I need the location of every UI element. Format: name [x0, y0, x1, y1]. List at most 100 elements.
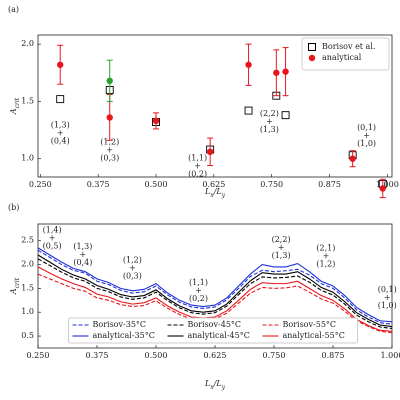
legend-label: Borisov-55°C — [283, 320, 337, 329]
x-tick-label: 0.625 — [202, 180, 225, 189]
annotation: (2,2) — [260, 109, 279, 118]
point — [282, 68, 289, 75]
y-tick-label: 1.5 — [21, 96, 34, 105]
y-axis-label: Acrit — [9, 277, 21, 295]
x-axis-label-part: L — [204, 187, 210, 196]
annotation: (2,2) — [272, 235, 291, 244]
x-axis-label-part: y — [221, 384, 226, 391]
annotation: (2,1) — [316, 243, 335, 252]
point — [106, 77, 113, 85]
annotation: (1,1) — [189, 278, 208, 287]
annotation: + — [129, 263, 136, 272]
annotation: (1,3) — [272, 251, 291, 260]
legend-label: analytical — [322, 53, 362, 62]
annotation: (0,4) — [51, 136, 70, 145]
x-tick-label: 0.500 — [145, 351, 168, 360]
annotation: (0,1) — [357, 123, 376, 132]
point — [152, 117, 160, 125]
annotation: + — [194, 162, 201, 171]
annotation: + — [79, 250, 86, 259]
y-axis-label: Acrit — [9, 97, 21, 115]
y-tick-label: 1.0 — [21, 154, 34, 163]
point — [245, 61, 252, 68]
series-line — [37, 247, 393, 323]
x-tick-label: 0.750 — [263, 351, 286, 360]
x-axis-label-part: y — [221, 192, 226, 199]
annotation: (1,2) — [316, 259, 335, 268]
annotation: + — [384, 293, 391, 302]
point — [106, 114, 113, 121]
legend-marker — [308, 43, 316, 51]
x-axis-label: Lx/Ly — [204, 187, 226, 199]
x-axis-label: Lx/Ly — [204, 379, 226, 391]
annotation: (1,2) — [100, 138, 119, 147]
annotation: (1,1) — [188, 154, 207, 163]
y-tick-label: 1.5 — [21, 283, 34, 292]
y-axis-label-part: crit — [14, 97, 21, 108]
annotation: + — [363, 131, 370, 140]
series-line — [37, 254, 393, 328]
x-tick-label: 0.875 — [322, 351, 345, 360]
annotation: (1,2) — [123, 255, 142, 264]
x-tick-label: 0.500 — [145, 180, 168, 189]
point — [244, 106, 253, 115]
legend-label: Borisov-35°C — [93, 320, 147, 329]
x-tick-label: 0.625 — [204, 351, 227, 360]
plot-frame — [37, 34, 393, 178]
y-tick-label: 1.0 — [21, 307, 34, 316]
annotation: (1,3) — [73, 242, 92, 251]
point — [57, 61, 64, 68]
y-tick-label: 2.0 — [21, 260, 34, 269]
annotation: + — [106, 146, 113, 155]
y-tick-label: 2.5 — [21, 236, 34, 245]
series-line — [37, 249, 393, 325]
legend-label: analytical-45°C — [188, 331, 250, 340]
series-line — [37, 258, 393, 329]
annotation: (0,2) — [189, 294, 208, 303]
series-line — [37, 266, 393, 332]
panel-label: (a) — [8, 5, 19, 14]
y-axis-label-part: A — [9, 288, 18, 295]
annotation: (0,2) — [188, 170, 207, 179]
point — [56, 95, 65, 104]
x-tick-label: 0.875 — [318, 180, 341, 189]
annotation: + — [49, 233, 56, 242]
annotation: (0,1) — [378, 285, 397, 294]
point — [349, 155, 356, 162]
annotation: + — [266, 117, 273, 126]
x-axis-label-part: L — [204, 379, 210, 388]
x-tick-label: 0.750 — [260, 180, 283, 189]
legend-box — [301, 37, 390, 71]
point — [206, 148, 214, 156]
annotation: (1,4) — [43, 225, 62, 234]
x-tick-label: 0.250 — [27, 351, 50, 360]
x-axis-label-part: /L — [213, 187, 222, 196]
point — [273, 69, 280, 76]
x-tick-label: 1.000 — [381, 351, 400, 360]
legend-label: analytical-35°C — [93, 331, 155, 340]
x-tick-label: 0.375 — [86, 351, 109, 360]
legend-label: analytical-55°C — [283, 331, 345, 340]
annotation: (1,3) — [51, 120, 70, 129]
y-tick-label: 0.5 — [21, 331, 34, 340]
annotation: (1,3) — [260, 125, 279, 134]
annotation: (1,0) — [357, 139, 376, 148]
annotation: (1,0) — [378, 301, 397, 310]
annotation: + — [195, 286, 202, 295]
legend-label: Borisov et al. — [322, 42, 375, 51]
point — [379, 185, 386, 192]
annotation: + — [57, 128, 64, 137]
y-tick-label: 2.0 — [21, 39, 34, 48]
x-tick-label: 0.250 — [29, 180, 52, 189]
x-tick-label: 1.000 — [376, 180, 399, 189]
y-axis-label-part: crit — [14, 277, 21, 288]
annotation: (0,3) — [100, 154, 119, 163]
x-tick-label: 0.375 — [87, 180, 110, 189]
annotation: (0,3) — [123, 271, 142, 280]
legend-marker — [308, 54, 316, 62]
y-axis-label-part: A — [9, 108, 18, 115]
annotation: + — [323, 251, 330, 260]
x-axis-label-part: /L — [213, 379, 222, 388]
